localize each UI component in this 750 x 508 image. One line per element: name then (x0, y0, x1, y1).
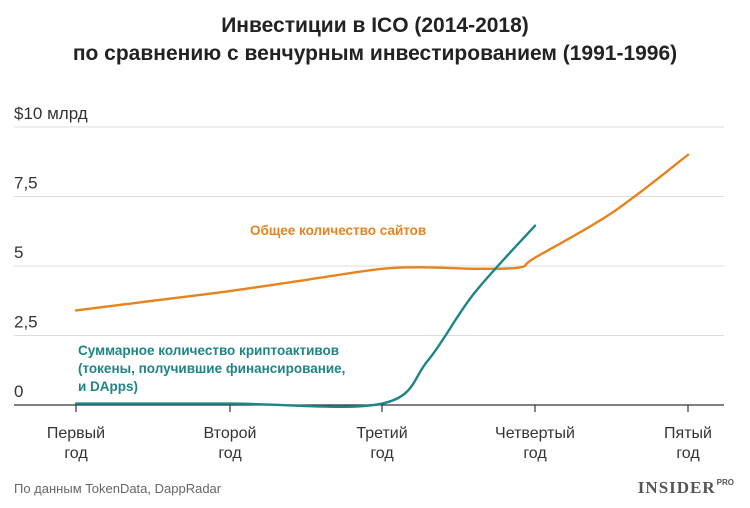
series-line (74, 153, 690, 312)
series-line (74, 224, 537, 408)
chart-title: Инвестиции в ICO (2014-2018) по сравнени… (0, 12, 750, 68)
x-tick-label: Первый год (47, 425, 105, 462)
y-axis-tick-labels: $10 млрд 7,5 5 2,5 0 (14, 104, 88, 401)
y-tick-label: 2,5 (14, 313, 38, 332)
series-label: Общее количество сайтов (250, 223, 426, 238)
source-note: По данным TokenData, DappRadar (14, 481, 222, 496)
x-tick-label: Четвертый год (495, 425, 575, 462)
brand-logo: INSIDERPRO (638, 478, 734, 498)
x-axis: Первый год Второй год Третий год Четвертый год П… (14, 404, 724, 462)
x-tick-label: Второй год (204, 425, 257, 462)
x-tick-label: Третий год (356, 425, 407, 462)
y-tick-label: 5 (14, 243, 23, 262)
chart-title-line-1: Инвестиции в ICO (2014-2018) (221, 14, 529, 37)
brand-name: INSIDER (637, 478, 716, 497)
x-tick-label: Пятый год (664, 425, 712, 462)
series-labels: Общее количество сайтов Суммарное количес… (78, 223, 426, 394)
brand-suffix: PRO (716, 478, 734, 487)
y-tick-label: $10 млрд (14, 104, 88, 123)
chart-title-line-2: по сравнению с венчурным инвестированием… (72, 42, 678, 65)
y-tick-label: 7,5 (14, 174, 38, 193)
series-lines (74, 153, 690, 408)
gridlines (14, 126, 724, 336)
series-label: Суммарное количество криптоактивов (токен… (78, 343, 345, 394)
y-tick-label: 0 (14, 382, 23, 401)
